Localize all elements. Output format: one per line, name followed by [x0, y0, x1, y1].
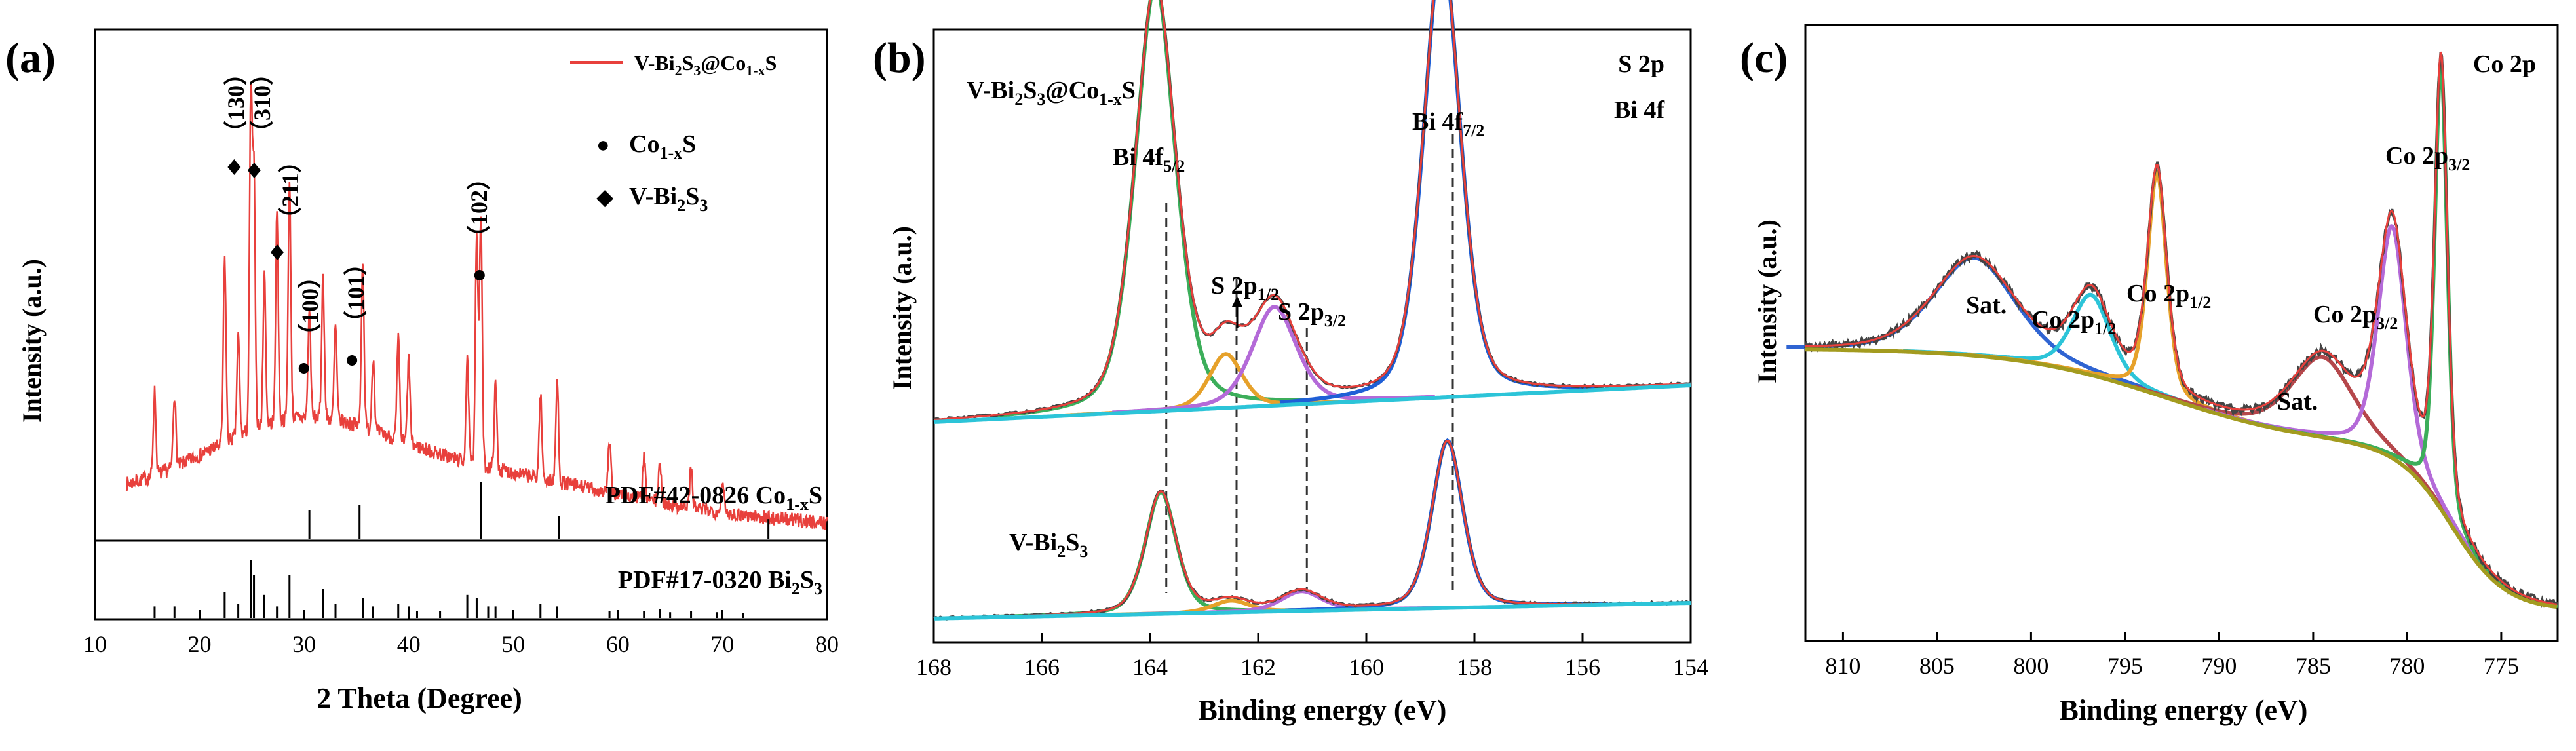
legend-label: V-Bi2S3@Co1-xS — [634, 51, 777, 79]
peak-label-co2p32-a: Co 2p3/2 — [2313, 301, 2398, 333]
xps-c-x-tick-label: 800 — [2013, 653, 2048, 679]
xrd-x-tick-label: 50 — [501, 631, 525, 657]
xps-b-x-tick-label: 156 — [1565, 654, 1600, 680]
peak-label-bi4f52: Bi 4f5/2 — [1113, 144, 1185, 176]
phase-markers — [227, 159, 485, 374]
xrd-x-tick-label: 40 — [397, 631, 421, 657]
v-bi2s3-diamond-marker — [247, 163, 261, 178]
peak-label-100: （100） — [297, 265, 323, 347]
xps-b-x-tick-label: 162 — [1240, 654, 1276, 680]
xps-b-x-tick-label: 154 — [1673, 654, 1708, 680]
panel-c-frame — [1804, 24, 2559, 642]
panel-b-ylabel: Intensity (a.u.) — [887, 226, 917, 390]
xrd-x-tick-label: 80 — [815, 631, 839, 657]
ref1-label: PDF#42-0826 Co1-xS — [606, 482, 822, 514]
panel-c-xlabel: Binding energy (eV) — [2060, 694, 2308, 726]
panel-a-label: (a) — [5, 34, 56, 82]
xps-c-x-tick-label: 805 — [1919, 653, 1955, 679]
xrd-x-tick-label: 20 — [188, 631, 212, 657]
panel-a-xticks: 10 20 30 40 50 60 70 80 — [83, 610, 839, 657]
s2p-corner-label: S 2p — [1618, 50, 1664, 78]
panel-a-frame — [94, 28, 828, 621]
v-bi2s3-diamond-marker — [270, 244, 284, 260]
bi-marker-legend-symbol: ◆ — [596, 185, 614, 210]
bottom-component-bi4f72 — [1285, 438, 1608, 613]
peak-label-sat-2: Sat. — [2277, 388, 2318, 415]
xps-c-x-tick-label: 780 — [2389, 653, 2425, 679]
co1-xs-circle-marker — [298, 363, 309, 374]
ref2-label: PDF#17-0320 Bi2S3 — [618, 566, 822, 598]
v-bi2s3-diamond-marker — [227, 159, 241, 175]
ref1-sticks — [308, 482, 770, 539]
xps-c-x-tick-label: 775 — [2484, 653, 2519, 679]
panel-b-xticks: 168 166 164 162 160 158 156 154 — [916, 633, 1708, 680]
peak-label-102: （102） — [466, 166, 492, 249]
panel-c-xticks: 810 805 800 795 790 785 780 775 — [1825, 632, 2519, 679]
xrd-x-tick-label: 30 — [292, 631, 316, 657]
xps-b-x-tick-label: 168 — [916, 654, 952, 680]
xps-c-x-tick-label: 795 — [2107, 653, 2143, 679]
panel-c-curves — [1786, 51, 2558, 609]
peak-label-211: （211） — [277, 149, 303, 231]
peak-label-co2p12-a: Co 2p1/2 — [2031, 306, 2116, 338]
co2p-corner-label: Co 2p — [2473, 50, 2536, 78]
peak-label-sat-1: Sat. — [1966, 292, 2007, 319]
xps-b-x-tick-label: 166 — [1024, 654, 1060, 680]
bottom-background-line — [933, 601, 1691, 621]
panel-b-label: (b) — [873, 34, 926, 82]
panel-c-xps: (c) Intensity (a.u.) Binding energy (eV)… — [1740, 24, 2559, 726]
xrd-pattern-line — [125, 81, 828, 530]
peak-label-s2p32: S 2p3/2 — [1278, 298, 1346, 330]
peak-label-co2p32-b: Co 2p3/2 — [2385, 142, 2470, 174]
xps-c-x-tick-label: 790 — [2201, 653, 2237, 679]
co1-xs-circle-marker — [474, 270, 485, 280]
peak-label-bi4f72: Bi 4f7/2 — [1412, 108, 1484, 140]
panel-c-label: (c) — [1740, 34, 1788, 82]
co-marker-legend-symbol: ● — [596, 133, 610, 157]
panel-b-curves — [933, 0, 1691, 621]
peak-label-s2p12: S 2p1/2 — [1211, 272, 1279, 304]
xps-b-x-tick-label: 164 — [1132, 654, 1168, 680]
top-component-s2p32 — [1112, 305, 1435, 415]
panel-a-xlabel: 2 Theta (Degree) — [317, 682, 522, 714]
top-background-line — [933, 383, 1691, 424]
co1-xs-circle-marker — [347, 355, 358, 366]
panel-c-ylabel: Intensity (a.u.) — [1752, 220, 1782, 383]
bottom-sample-label: V-Bi2S3 — [1009, 529, 1088, 561]
co-envelope-line — [1805, 51, 2558, 606]
top-component-bi4f52 — [993, 0, 1317, 418]
bi-marker-legend-label: V-Bi2S3 — [629, 183, 708, 215]
panel-a-ylabel: Intensity (a.u.) — [17, 259, 47, 423]
co-background-line — [1805, 347, 2558, 609]
s2p12-arrow-head — [1232, 296, 1242, 307]
panel-b-frame — [932, 28, 1692, 644]
top-raw-data-line — [933, 0, 1691, 423]
xps-c-x-tick-label: 785 — [2296, 653, 2331, 679]
co-marker-legend-label: Co1-xS — [629, 130, 696, 163]
top-component-bi4f72 — [1279, 0, 1603, 405]
peak-label-310: （310） — [249, 62, 275, 144]
peak-label-co2p12-b: Co 2p1/2 — [2126, 280, 2211, 312]
peak-label-101: （101） — [343, 252, 369, 334]
xps-b-x-tick-label: 158 — [1457, 654, 1492, 680]
panel-b-xlabel: Binding energy (eV) — [1199, 694, 1447, 726]
top-envelope-line — [933, 0, 1691, 421]
xps-b-x-tick-label: 160 — [1349, 654, 1384, 680]
ref2-sticks — [153, 560, 744, 618]
xrd-x-tick-label: 10 — [83, 631, 107, 657]
xrd-x-tick-label: 70 — [710, 631, 734, 657]
peak-label-130: （130） — [223, 62, 249, 144]
xrd-x-tick-label: 60 — [606, 631, 630, 657]
xps-c-x-tick-label: 810 — [1825, 653, 1860, 679]
bi4f-corner-label: Bi 4f — [1614, 96, 1665, 124]
top-sample-label: V-Bi2S3@Co1-xS — [967, 77, 1136, 109]
panel-a-xrd: (a) Intensity (a.u.) 2 Theta (Degree) 10… — [5, 28, 839, 714]
panel-b-xps: (b) Intensity (a.u.) Binding energy (eV)… — [873, 0, 1708, 726]
co-component-4 — [2203, 223, 2558, 608]
